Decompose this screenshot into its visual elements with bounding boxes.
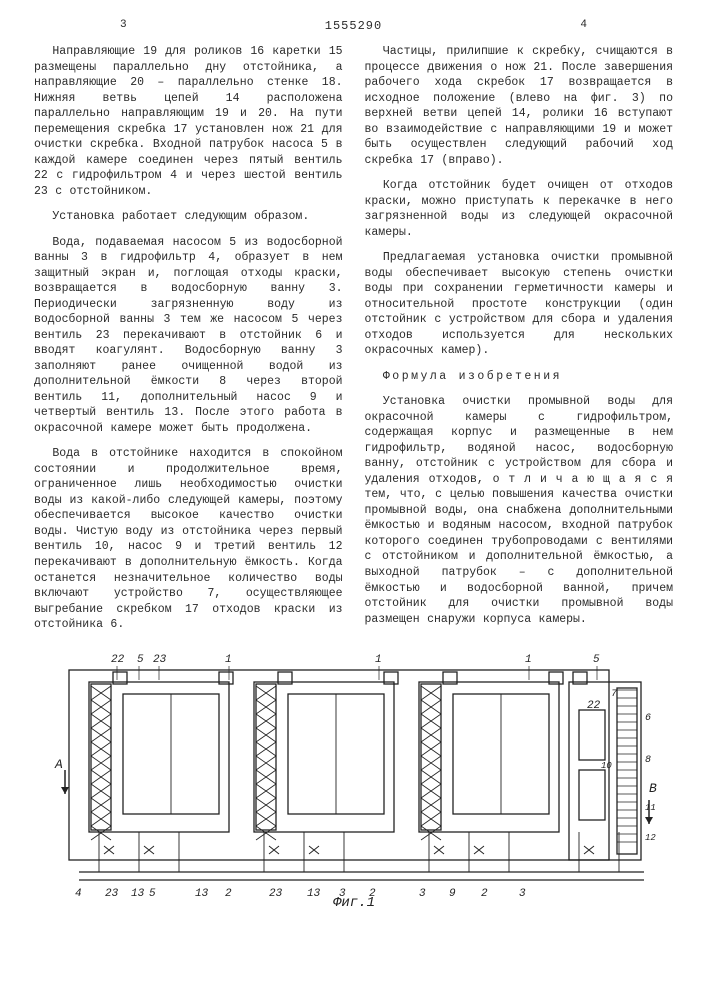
svg-text:13: 13 [195,888,209,900]
svg-text:22: 22 [111,654,125,666]
svg-text:23: 23 [105,888,119,900]
svg-text:13: 13 [131,888,145,900]
svg-text:1: 1 [225,654,232,666]
svg-text:11: 11 [645,803,656,813]
svg-text:8: 8 [645,755,651,766]
svg-text:7: 7 [611,689,617,700]
svg-text:1: 1 [525,654,532,666]
svg-text:6: 6 [645,713,651,724]
svg-text:В: В [649,781,657,796]
svg-text:4: 4 [75,888,82,900]
paragraph: Предлагаемая установка очистки промывной… [365,250,674,359]
svg-text:5: 5 [137,654,144,666]
formula-heading: Формула изобретения [365,369,674,385]
svg-text:3: 3 [519,888,526,900]
svg-text:22: 22 [587,700,601,712]
svg-text:3: 3 [419,888,426,900]
svg-text:10: 10 [601,761,612,771]
svg-text:5: 5 [593,654,600,666]
paragraph: Вода в отстойнике находится в спокойном … [34,446,343,632]
svg-text:2: 2 [481,888,488,900]
svg-text:Фиг.1: Фиг.1 [332,895,374,910]
paragraph: Когда отстойник будет очищен от отходов … [365,178,674,240]
paragraph: Вода, подаваемая насосом 5 из водосборно… [34,235,343,437]
paragraph: Частицы, прилипшие к скребку, счищаются … [365,44,674,168]
svg-text:2: 2 [225,888,232,900]
svg-text:23: 23 [269,888,283,900]
paragraph: Направляющие 19 для роликов 16 каретки 1… [34,44,343,199]
document-number: 1555290 [0,18,707,34]
body-columns: Направляющие 19 для роликов 16 каретки 1… [34,44,673,640]
svg-text:12: 12 [645,833,656,843]
svg-text:13: 13 [307,888,321,900]
svg-text:1: 1 [375,654,382,666]
svg-text:A: A [54,757,63,772]
svg-text:23: 23 [153,654,167,666]
figure-1: 225231115226810111274231351322313323923A… [34,650,673,910]
paragraph: Установка работает следующим образом. [34,209,343,225]
svg-text:9: 9 [449,888,456,900]
paragraph: Установка очистки промывной воды для окр… [365,394,674,627]
svg-text:5: 5 [149,888,156,900]
